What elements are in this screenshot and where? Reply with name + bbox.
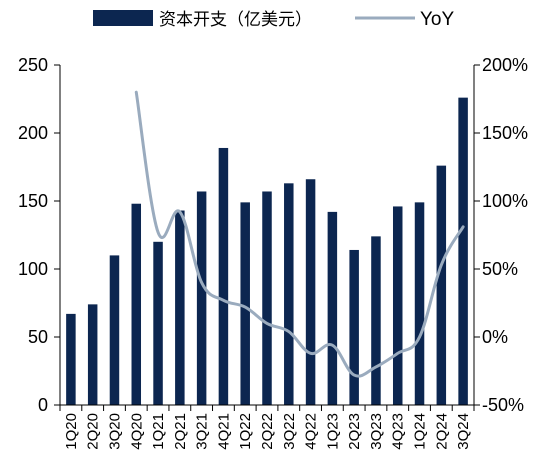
- x-tick-label: 2Q21: [172, 413, 189, 450]
- legend: 资本开支（亿美元） YoY: [93, 9, 454, 30]
- x-tick-label: 3Q21: [194, 413, 211, 450]
- left-tick-label: 50: [28, 327, 48, 347]
- bar-3Q22: [284, 183, 294, 405]
- bar-2Q22: [262, 191, 272, 405]
- x-tick-label: 3Q20: [106, 413, 123, 450]
- legend-bar-swatch: [93, 10, 153, 26]
- x-axis-ticks: 1Q20 2Q20 3Q20 4Q20 1Q21 2Q21 3Q21 4Q21 1Q22 2Q22…: [63, 413, 472, 450]
- right-axis-ticks: -50% 0% 50% 100% 150% 200%: [474, 55, 528, 415]
- x-tick-label: 1Q20: [63, 413, 80, 450]
- right-tick-label: -50%: [482, 395, 524, 415]
- bar-2Q24: [436, 165, 447, 405]
- x-tick-label: 1Q23: [324, 413, 341, 450]
- right-tick-label: 100%: [482, 191, 528, 211]
- bar-2Q23: [349, 249, 359, 405]
- right-tick-label: 0%: [482, 327, 508, 347]
- x-tick-label: 4Q23: [390, 413, 407, 450]
- left-tick-label: 250: [18, 55, 48, 75]
- bar-1Q21: [153, 241, 163, 405]
- x-tick-label: 2Q23: [346, 413, 363, 450]
- x-tick-label: 3Q23: [368, 413, 385, 450]
- x-tick-label: 2Q20: [85, 413, 102, 450]
- bar-1Q24: [414, 202, 425, 405]
- left-axis-ticks: 0 50 100 150 200 250: [18, 55, 60, 415]
- x-tick-label: 4Q22: [303, 413, 320, 450]
- bar-3Q20: [109, 255, 120, 405]
- x-tick-label: 3Q22: [281, 413, 298, 450]
- x-tick-label: 4Q20: [128, 413, 145, 450]
- line-series: [134, 90, 465, 378]
- legend-bar-label: 资本开支（亿美元）: [159, 10, 312, 30]
- bar-4Q23: [392, 206, 403, 405]
- bar-4Q20: [131, 203, 142, 405]
- left-tick-label: 150: [18, 191, 48, 211]
- bar-3Q21: [196, 191, 207, 405]
- x-tick-label: 1Q24: [412, 413, 429, 450]
- bar-1Q20: [66, 313, 76, 405]
- bar-2Q20: [87, 304, 98, 405]
- x-tick-label: 4Q21: [215, 413, 232, 450]
- right-tick-label: 50%: [482, 259, 518, 279]
- right-tick-label: 200%: [482, 55, 528, 75]
- x-tick-label: 3Q24: [455, 413, 472, 450]
- left-tick-label: 200: [18, 123, 48, 143]
- right-tick-label: 150%: [482, 123, 528, 143]
- bar-3Q24: [458, 97, 468, 405]
- bar-4Q22: [305, 179, 316, 405]
- bar-1Q23: [327, 211, 338, 405]
- axes: [59, 65, 475, 411]
- bar-series: [66, 97, 468, 405]
- x-tick-label: 2Q24: [433, 413, 450, 450]
- bar-3Q23: [371, 236, 381, 405]
- bar-1Q22: [240, 202, 250, 405]
- left-tick-label: 0: [38, 395, 48, 415]
- x-tick-label: 2Q22: [259, 413, 276, 450]
- bar-2Q21: [175, 210, 185, 405]
- bar-4Q21: [218, 147, 229, 405]
- x-tick-label: 1Q22: [237, 413, 254, 450]
- left-tick-label: 100: [18, 259, 48, 279]
- legend-line-label: YoY: [420, 9, 454, 30]
- x-tick-label: 1Q21: [150, 413, 167, 450]
- yoy-line: [134, 90, 465, 378]
